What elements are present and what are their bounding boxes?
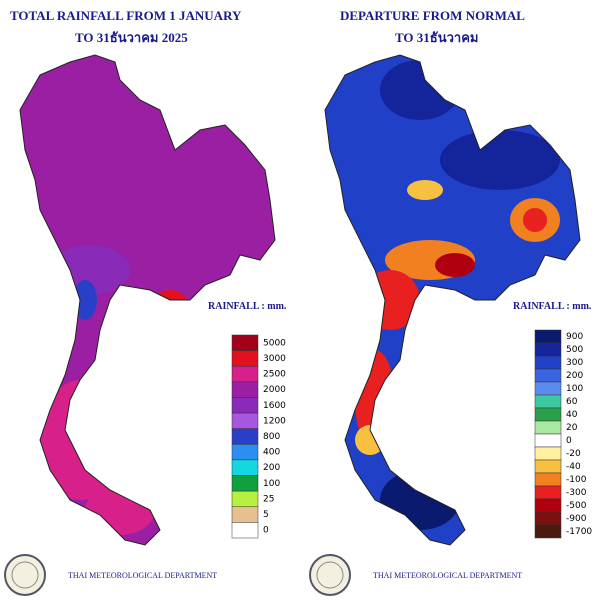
- legend-swatch: [534, 329, 562, 344]
- legend-label: 400: [263, 448, 280, 458]
- legend-swatch: [534, 381, 562, 396]
- legend-label: 200: [566, 371, 583, 381]
- legend-swatch: [534, 524, 562, 539]
- legend-label: 900: [566, 332, 583, 342]
- legend-swatch: [534, 498, 562, 513]
- legend-swatch: [231, 350, 259, 367]
- legend-swatch: [534, 485, 562, 500]
- legend-label: 500: [566, 345, 583, 355]
- legend-swatch: [231, 334, 259, 351]
- legend-swatch: [534, 342, 562, 357]
- legend-label: 40: [566, 410, 578, 420]
- legend-label: 200: [263, 463, 280, 473]
- legend-label: -1700: [566, 527, 592, 537]
- legend-label: 5000: [263, 338, 286, 348]
- legend-swatch: [534, 368, 562, 383]
- legend-swatch: [231, 381, 259, 398]
- legend-swatch: [231, 444, 259, 461]
- footer: THAI METEOROLOGICAL DEPARTMENT: [68, 571, 217, 580]
- legend-swatch: [231, 506, 259, 523]
- subtitle: TO 31ธันวาคม: [395, 30, 478, 45]
- legend-swatch: [231, 459, 259, 476]
- legend-swatch: [534, 472, 562, 487]
- legend-label: 100: [566, 384, 583, 394]
- legend-swatch: [534, 420, 562, 435]
- legend-title: RAINFALL : mm.: [513, 301, 592, 312]
- legend-swatch: [231, 412, 259, 429]
- legend-label: -500: [566, 501, 587, 511]
- legend-label: 1200: [263, 416, 286, 426]
- legend-swatch: [534, 394, 562, 409]
- legend-label: -40: [566, 462, 581, 472]
- legend-label: 800: [263, 432, 280, 442]
- legend-swatch: [231, 397, 259, 414]
- legend-swatch: [534, 459, 562, 474]
- footer: THAI METEOROLOGICAL DEPARTMENT: [373, 571, 522, 580]
- legend-swatch: [231, 365, 259, 383]
- legend-label: 20: [566, 423, 578, 433]
- legend-label: 3000: [263, 354, 286, 364]
- emblem: [4, 554, 351, 596]
- legend-label: 100: [263, 479, 280, 489]
- legend-label: 2500: [263, 370, 286, 380]
- title: DEPARTURE FROM NORMAL: [340, 8, 525, 23]
- legend-swatch: [231, 428, 259, 445]
- legend-swatch: [534, 355, 562, 370]
- legend-swatch: [534, 511, 562, 526]
- legend-swatch: [231, 475, 259, 492]
- legend-swatch: [231, 490, 259, 508]
- legend-swatch: [231, 522, 259, 539]
- legend-swatch: [534, 433, 562, 448]
- legend-label: -300: [566, 488, 587, 498]
- legend-label: 2000: [263, 385, 286, 395]
- legend-label: 1600: [263, 401, 286, 411]
- legend-label: 0: [566, 436, 572, 446]
- legend-label: 300: [566, 358, 583, 368]
- legend-title: RAINFALL : mm.: [208, 301, 287, 312]
- title: TOTAL RAINFALL FROM 1 JANUARY: [10, 8, 242, 23]
- legend-label: 0: [263, 526, 269, 536]
- legend-label: -20: [566, 449, 581, 459]
- legend-swatch: [534, 446, 562, 461]
- legend-label: 25: [263, 494, 274, 504]
- legend-label: 60: [566, 397, 578, 407]
- legend-label: -900: [566, 514, 587, 524]
- legend-label: 5: [263, 510, 269, 520]
- subtitle: TO 31ธันวาคม 2025: [75, 30, 188, 45]
- legend-swatch: [534, 407, 562, 422]
- legend-label: -100: [566, 475, 587, 485]
